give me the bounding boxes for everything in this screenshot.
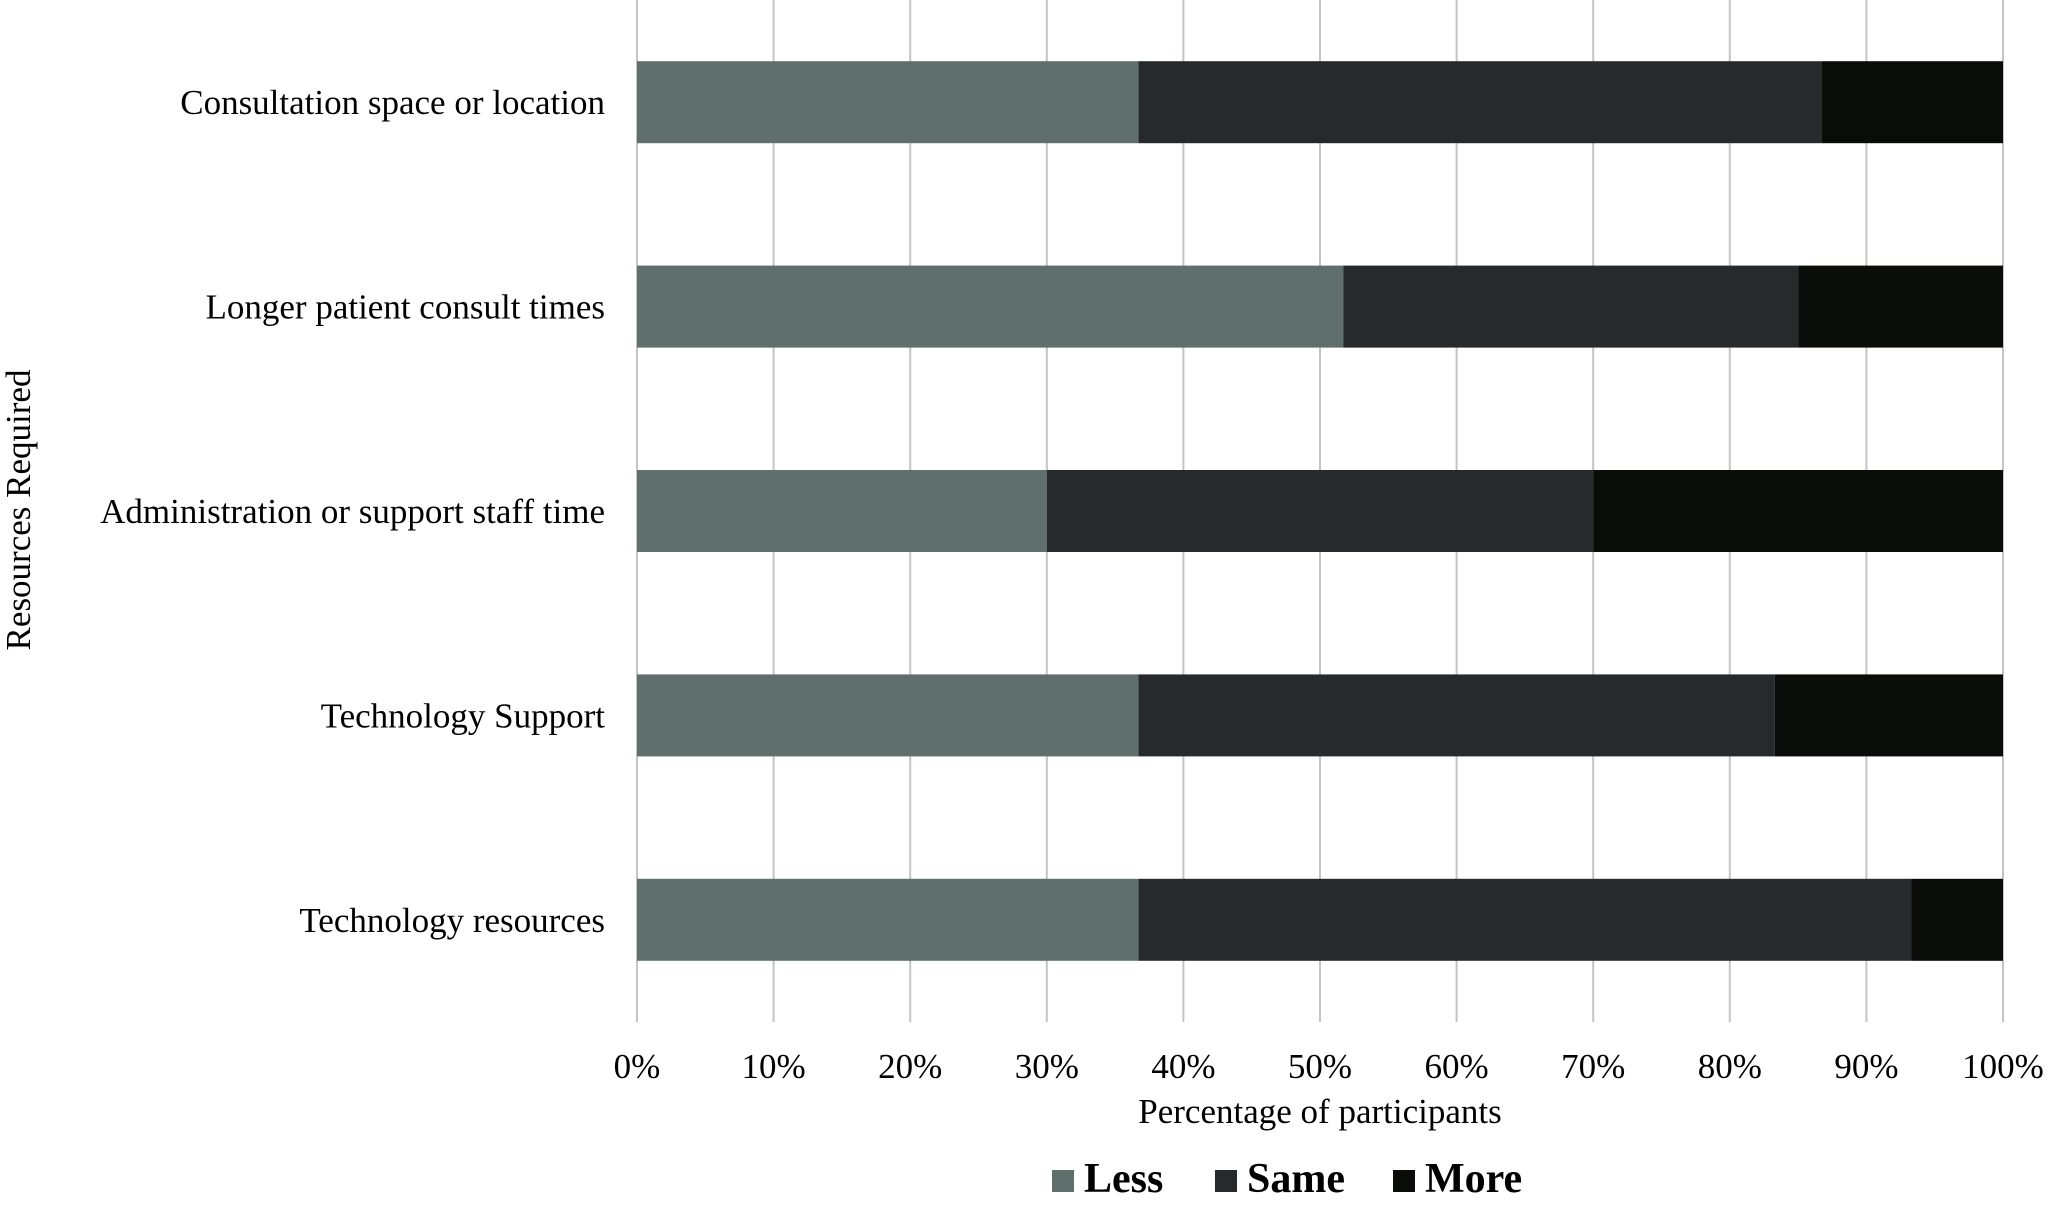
bar-segment-same: [1138, 61, 1822, 144]
legend-swatch-same: [1215, 1170, 1237, 1192]
bar-segment-less: [637, 674, 1139, 757]
bar-segment-more: [1774, 674, 2003, 757]
x-tick-label: 80%: [1698, 1047, 1762, 1086]
x-tick-label: 40%: [1151, 1047, 1215, 1086]
x-tick-label: 20%: [878, 1047, 942, 1086]
bar-segment-same: [1046, 470, 1594, 552]
x-tick-label: 50%: [1288, 1047, 1352, 1086]
bar-segment-less: [637, 470, 1047, 552]
bar-segment-less: [637, 61, 1139, 144]
category-label: Technology resources: [299, 901, 605, 940]
bar-segment-same: [1343, 265, 1799, 348]
legend-label-more: More: [1425, 1156, 1522, 1202]
bars: [637, 61, 2003, 961]
legend-label-same: Same: [1247, 1156, 1345, 1202]
x-tick-label: 70%: [1561, 1047, 1625, 1086]
bar-segment-more: [1821, 61, 2003, 144]
legend-swatch-less: [1052, 1170, 1074, 1192]
x-tick-label: 30%: [1015, 1047, 1079, 1086]
category-labels: Consultation space or location Longer pat…: [100, 83, 605, 940]
bar-segment-same: [1138, 878, 1912, 961]
x-tick-label: 10%: [742, 1047, 806, 1086]
legend-label-less: Less: [1084, 1156, 1163, 1202]
x-tick-label: 60%: [1425, 1047, 1489, 1086]
bar-segment-same: [1138, 674, 1775, 757]
bar-segment-less: [637, 265, 1344, 348]
bar-segment-more: [1911, 878, 2003, 961]
bar-segment-less: [637, 878, 1139, 961]
bar-segment-more: [1798, 265, 2003, 348]
category-label: Technology Support: [321, 696, 606, 735]
x-axis-title: Percentage of participants: [1138, 1092, 1501, 1131]
legend: Less Same More: [1052, 1156, 1522, 1202]
y-axis-title: Resources Required: [0, 369, 38, 650]
category-label: Consultation space or location: [180, 83, 605, 122]
x-tick-labels: 0% 10% 20% 30% 40% 50% 60% 70% 80% 90% 100%: [614, 1047, 2044, 1086]
x-tick-label: 100%: [1962, 1047, 2044, 1086]
x-tick-label: 0%: [614, 1047, 661, 1086]
bar-segment-more: [1593, 470, 2003, 552]
x-tick-label: 90%: [1834, 1047, 1898, 1086]
legend-swatch-more: [1393, 1170, 1415, 1192]
category-label: Administration or support staff time: [100, 492, 605, 531]
category-label: Longer patient consult times: [206, 288, 606, 327]
